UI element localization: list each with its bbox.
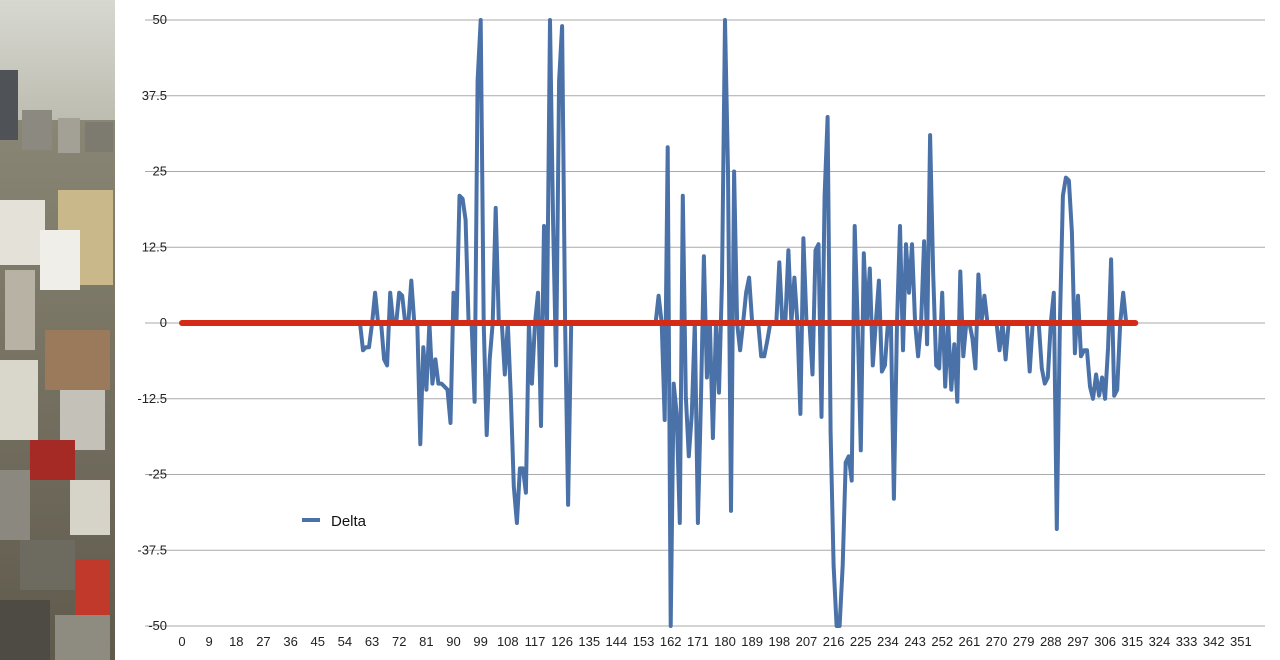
y-tick-label: -37.5 xyxy=(137,542,167,557)
x-tick-label: 198 xyxy=(768,634,790,649)
city-skyline-photo xyxy=(0,0,115,660)
x-tick-label: 63 xyxy=(365,634,379,649)
x-tick-label: 243 xyxy=(904,634,926,649)
x-tick-label: 45 xyxy=(311,634,325,649)
x-tick-label: 144 xyxy=(606,634,628,649)
x-tick-label: 297 xyxy=(1067,634,1089,649)
x-axis-tick-labels: 0 9 18 27 36 45 54 63 72 81 90 99 108 117 126 135 144 153… xyxy=(178,634,1251,649)
x-tick-label: 54 xyxy=(338,634,352,649)
x-tick-label: 0 xyxy=(178,634,185,649)
legend-label-delta: Delta xyxy=(331,513,367,530)
series-line-delta xyxy=(358,18,1129,628)
x-tick-label: 180 xyxy=(714,634,736,649)
x-tick-label: 342 xyxy=(1203,634,1225,649)
x-tick-label: 216 xyxy=(823,634,845,649)
x-tick-label: 162 xyxy=(660,634,682,649)
x-tick-label: 117 xyxy=(525,634,546,649)
y-tick-label: 50 xyxy=(153,12,167,27)
x-tick-label: 324 xyxy=(1149,634,1171,649)
x-tick-label: 99 xyxy=(473,634,487,649)
x-tick-label: 315 xyxy=(1121,634,1143,649)
x-tick-label: 207 xyxy=(796,634,818,649)
x-tick-label: 288 xyxy=(1040,634,1062,649)
series-layer xyxy=(179,18,1139,628)
x-tick-label: 225 xyxy=(850,634,872,649)
x-tick-label: 261 xyxy=(959,634,981,649)
y-tick-label: 0 xyxy=(160,315,167,330)
x-tick-label: 72 xyxy=(392,634,406,649)
x-tick-label: 153 xyxy=(633,634,655,649)
x-tick-label: 252 xyxy=(931,634,953,649)
x-tick-label: 333 xyxy=(1176,634,1198,649)
x-tick-label: 27 xyxy=(256,634,270,649)
x-tick-label: 234 xyxy=(877,634,899,649)
x-tick-label: 351 xyxy=(1230,634,1252,649)
x-tick-label: 108 xyxy=(497,634,519,649)
x-tick-label: 81 xyxy=(419,634,433,649)
y-tick-label: 12.5 xyxy=(142,239,167,254)
x-tick-label: 126 xyxy=(551,634,573,649)
x-tick-label: 306 xyxy=(1094,634,1116,649)
y-tick-label: 37.5 xyxy=(142,88,167,103)
x-tick-label: 279 xyxy=(1013,634,1035,649)
y-tick-label: -50 xyxy=(148,618,167,633)
x-tick-label: 90 xyxy=(446,634,460,649)
x-tick-label: 189 xyxy=(741,634,763,649)
x-tick-label: 18 xyxy=(229,634,243,649)
x-tick-label: 270 xyxy=(986,634,1008,649)
x-tick-label: 9 xyxy=(206,634,213,649)
x-tick-label: 135 xyxy=(578,634,600,649)
legend: Delta xyxy=(302,513,367,530)
city-photo-illustration xyxy=(0,0,115,660)
gridlines xyxy=(145,19,1265,627)
x-tick-label: 171 xyxy=(687,634,709,649)
y-tick-label: -25 xyxy=(148,467,167,482)
y-axis-tick-labels: 50 37.5 25 12.5 0 -12.5 -25 -37.5 -50 xyxy=(137,12,167,633)
y-tick-label: 25 xyxy=(153,164,167,179)
y-tick-label: -12.5 xyxy=(137,391,167,406)
x-tick-label: 36 xyxy=(283,634,297,649)
